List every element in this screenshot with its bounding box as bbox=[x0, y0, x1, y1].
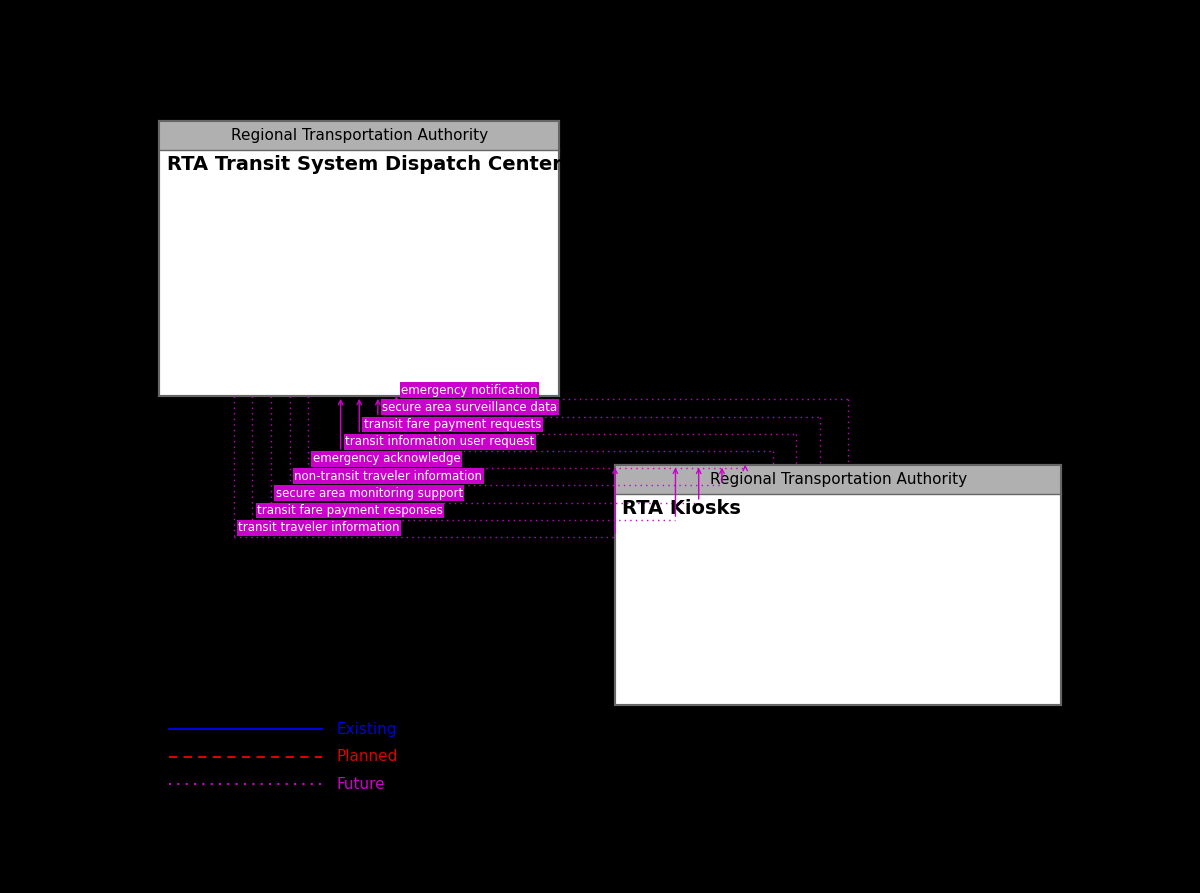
Text: Regional Transportation Authority: Regional Transportation Authority bbox=[230, 128, 488, 143]
Text: Regional Transportation Authority: Regional Transportation Authority bbox=[709, 472, 967, 487]
Bar bbox=[160, 121, 559, 396]
Bar bbox=[616, 464, 1062, 705]
Bar bbox=[616, 464, 1062, 705]
Bar bbox=[616, 464, 1062, 494]
Bar bbox=[160, 121, 559, 396]
Text: emergency acknowledge: emergency acknowledge bbox=[313, 453, 461, 465]
Text: RTA Kiosks: RTA Kiosks bbox=[623, 499, 742, 518]
Bar bbox=[160, 121, 559, 150]
Text: Future: Future bbox=[336, 777, 385, 792]
Text: transit information user request: transit information user request bbox=[346, 435, 535, 448]
Text: non-transit traveler information: non-transit traveler information bbox=[294, 470, 482, 482]
Text: RTA Transit System Dispatch Center: RTA Transit System Dispatch Center bbox=[167, 155, 562, 174]
Text: Existing: Existing bbox=[336, 722, 396, 737]
Text: transit traveler information: transit traveler information bbox=[239, 522, 400, 534]
Text: transit fare payment requests: transit fare payment requests bbox=[364, 418, 541, 431]
Text: secure area surveillance data: secure area surveillance data bbox=[383, 401, 558, 413]
Text: Planned: Planned bbox=[336, 749, 397, 764]
Text: emergency notification: emergency notification bbox=[401, 384, 538, 396]
Text: transit fare payment responses: transit fare payment responses bbox=[257, 504, 443, 517]
Text: secure area monitoring support: secure area monitoring support bbox=[276, 487, 463, 500]
